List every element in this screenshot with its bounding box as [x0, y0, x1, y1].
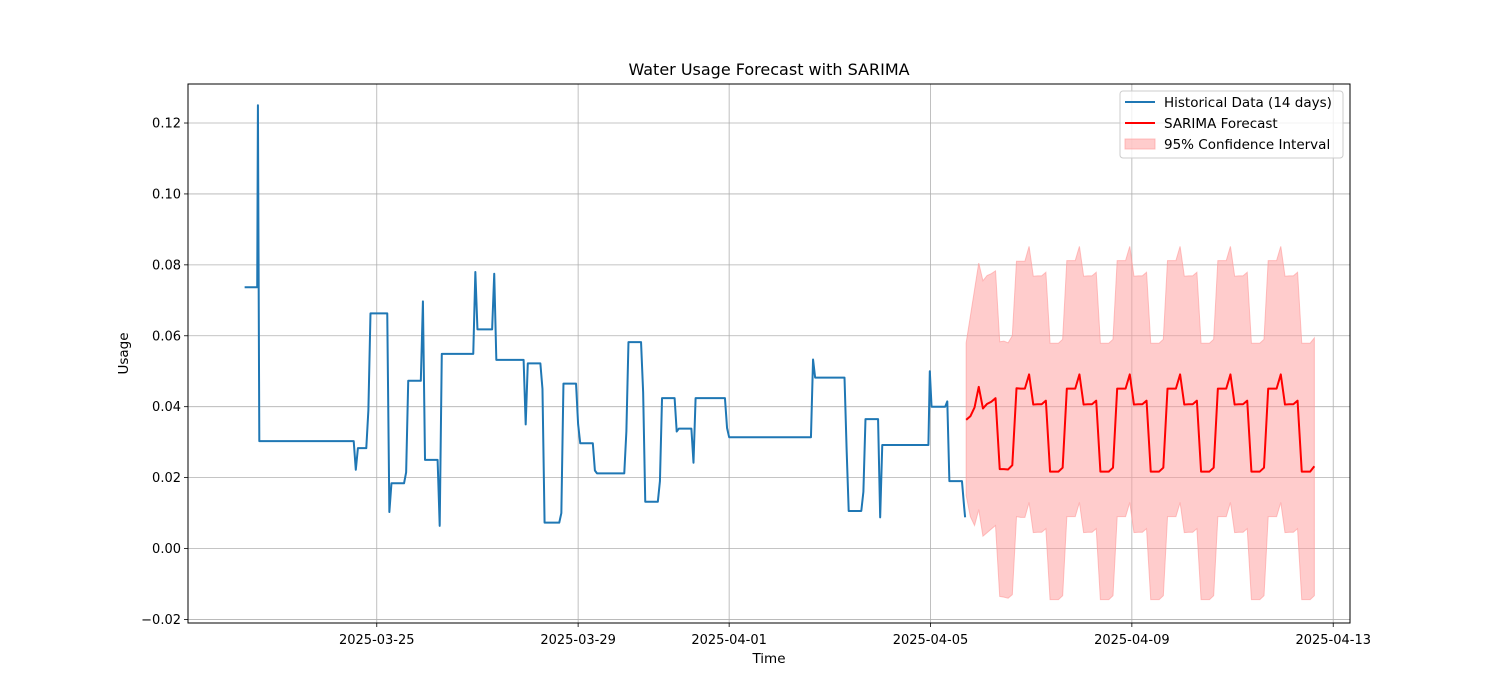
x-tick-label: 2025-04-05 — [893, 633, 969, 648]
x-axis-label: Time — [751, 651, 785, 667]
legend-label-historical: Historical Data (14 days) — [1164, 95, 1332, 111]
x-tick-label: 2025-03-29 — [540, 633, 616, 648]
x-tick-label: 2025-04-09 — [1094, 633, 1170, 648]
y-axis-label: Usage — [116, 332, 132, 374]
x-tick-label: 2025-03-25 — [339, 633, 415, 648]
chart-title: Water Usage Forecast with SARIMA — [628, 60, 909, 79]
x-tick-label: 2025-04-13 — [1295, 633, 1371, 648]
y-tick-label: 0.06 — [152, 329, 181, 344]
y-tick-label: 0.08 — [152, 258, 181, 273]
legend-label-forecast: SARIMA Forecast — [1164, 116, 1278, 132]
y-tick-label: 0.10 — [152, 187, 181, 202]
plot-frame — [187, 83, 1351, 624]
x-axis-ticks: 2025-03-25 2025-03-29 2025-04-01 2025-04-05… — [339, 623, 1371, 648]
axes — [187, 83, 1351, 624]
y-tick-label: 0.04 — [152, 400, 181, 415]
legend: Historical Data (14 days) SARIMA Forecas… — [1119, 90, 1344, 159]
y-tick-label: 0.00 — [152, 542, 181, 557]
legend-label-confidence-interval: 95% Confidence Interval — [1164, 137, 1330, 153]
confidence-interval-area — [965, 246, 1315, 601]
series-lines — [244, 104, 1316, 527]
y-axis-ticks: −0.02 0.00 0.02 0.04 0.06 0.08 0.10 0.12 — [141, 117, 188, 628]
legend-box — [1119, 90, 1344, 159]
y-tick-label: 0.12 — [152, 117, 181, 132]
x-tick-label: 2025-04-01 — [691, 633, 767, 648]
y-tick-label: −0.02 — [141, 613, 181, 628]
y-tick-label: 0.02 — [152, 471, 181, 486]
legend-swatch-confidence-interval — [1124, 138, 1156, 150]
historical-data-line — [244, 104, 967, 527]
forecast-line — [965, 373, 1316, 473]
confidence-interval-band — [965, 246, 1315, 601]
